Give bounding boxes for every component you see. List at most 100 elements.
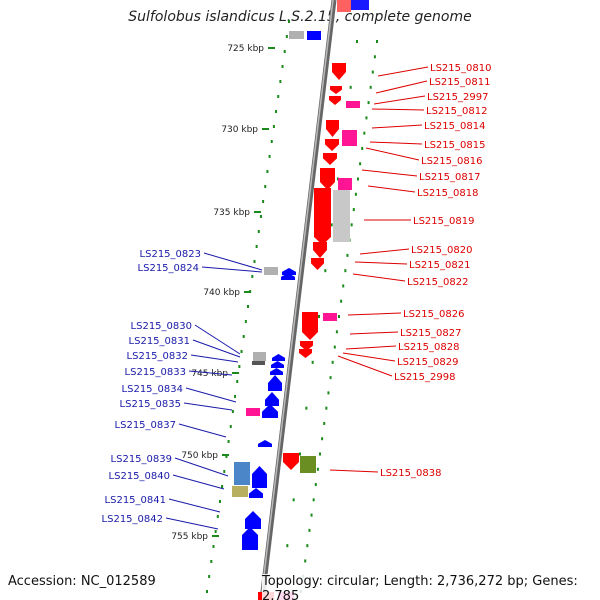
- label-leader-line: [367, 185, 416, 193]
- forward-gene: [300, 456, 316, 473]
- scale-tick: [210, 560, 213, 563]
- forward-gene: [283, 453, 299, 470]
- reverse-gene: [282, 268, 296, 275]
- scale-tick: [363, 131, 366, 135]
- gene-label: LS215_0835: [120, 399, 181, 410]
- scale-tick: [255, 245, 258, 248]
- scale-tick: [304, 559, 307, 563]
- gene-label: LS215_0824: [138, 263, 199, 274]
- scale-tick: [285, 35, 288, 38]
- gene-label: LS215_0838: [380, 468, 441, 479]
- reverse-gene: [245, 511, 261, 529]
- gene-label: LS215_0842: [102, 514, 163, 525]
- scale-tick: [275, 110, 278, 113]
- label-leader-line: [337, 355, 393, 377]
- gene-label: LS215_0815: [424, 140, 485, 151]
- scale-tick: [333, 345, 336, 349]
- misc-feature: [264, 267, 278, 275]
- label-leader-line: [371, 124, 423, 129]
- gene-label: LS215_0818: [417, 188, 478, 199]
- scale-tick: [314, 483, 317, 487]
- scale-label: 740 kbp: [203, 288, 240, 298]
- scale-tick: [319, 452, 321, 456]
- gene-label: LS215_0837: [115, 420, 176, 431]
- scale-tick: [367, 101, 370, 105]
- scale-tick: [335, 330, 338, 334]
- scale-tick: [359, 162, 362, 166]
- misc-feature: [232, 486, 248, 497]
- scale-tick: [253, 260, 256, 263]
- reverse-gene: [265, 392, 279, 406]
- scale-tick: [325, 406, 328, 410]
- scale-tick: [212, 545, 215, 548]
- scale-tick: [310, 513, 313, 517]
- label-leader-line: [361, 169, 418, 177]
- accession-text: Accession: NC_012589: [8, 574, 156, 589]
- forward-gene: [323, 313, 337, 321]
- genome-backbone-highlight: [260, 0, 334, 600]
- scale-label: 730 kbp: [221, 125, 258, 135]
- scale-tick: [352, 208, 355, 212]
- forward-gene: [329, 96, 341, 105]
- label-leader-line: [342, 352, 396, 362]
- gene-label: LS215_0819: [413, 216, 474, 227]
- scale-tick: [376, 40, 378, 43]
- scale-tick: [242, 335, 245, 338]
- gene-label: LS215_2998: [394, 372, 455, 383]
- scale-tick: [330, 223, 333, 227]
- scale-tick: [251, 275, 254, 278]
- gene-label: LS215_0829: [397, 357, 458, 368]
- gene-label: LS215_0821: [409, 260, 470, 271]
- scale-label: 735 kbp: [213, 208, 250, 218]
- scale-tick: [259, 215, 262, 218]
- scale-tick: [344, 269, 347, 273]
- gene-label: LS215_0826: [403, 309, 464, 320]
- label-leader-line: [172, 474, 225, 490]
- scale-tick: [299, 452, 301, 456]
- scale-tick: [229, 425, 232, 428]
- scale-major-tick: [268, 47, 275, 49]
- label-leader-line: [373, 95, 426, 105]
- gene-label: LS215_0827: [400, 328, 461, 339]
- scale-tick: [231, 410, 234, 413]
- gene-label: LS215_0820: [411, 245, 472, 256]
- forward-gene: [300, 341, 313, 351]
- scale-tick: [223, 470, 226, 473]
- reverse-gene: [307, 31, 321, 40]
- label-leader-line: [371, 108, 425, 111]
- gene-label: LS215_2997: [427, 92, 488, 103]
- scale-tick: [225, 455, 228, 458]
- label-leader-line: [165, 517, 219, 530]
- scale-tick: [318, 315, 320, 318]
- label-leader-line: [359, 248, 410, 255]
- scale-tick: [238, 365, 241, 368]
- label-leader-line: [194, 324, 241, 355]
- label-leader-line: [201, 266, 263, 273]
- scale-tick: [324, 269, 327, 273]
- gene-label: LS215_0840: [109, 471, 170, 482]
- misc-feature: [333, 190, 350, 242]
- scale-tick: [292, 498, 295, 502]
- scale-tick: [338, 315, 340, 318]
- scale-label: 750 kbp: [181, 451, 218, 461]
- scale-tick: [208, 575, 211, 578]
- label-leader-line: [354, 261, 408, 265]
- scale-tick: [356, 40, 358, 43]
- scale-tick: [311, 360, 314, 364]
- scale-tick: [327, 391, 330, 395]
- gene-label: LS215_0814: [424, 121, 485, 132]
- scale-major-tick: [262, 128, 269, 130]
- misc-feature: [289, 31, 304, 39]
- scale-tick: [244, 320, 247, 323]
- scale-major-tick: [222, 454, 229, 456]
- label-leader-line: [369, 141, 423, 145]
- gene-label: LS215_0831: [129, 336, 190, 347]
- scale-tick: [346, 253, 349, 257]
- label-leader-line: [178, 423, 227, 438]
- scale-tick: [247, 305, 249, 308]
- label-leader-line: [183, 402, 233, 411]
- scale-tick: [321, 437, 324, 441]
- forward-gene: [332, 63, 346, 80]
- gene-label: LS215_0823: [140, 249, 201, 260]
